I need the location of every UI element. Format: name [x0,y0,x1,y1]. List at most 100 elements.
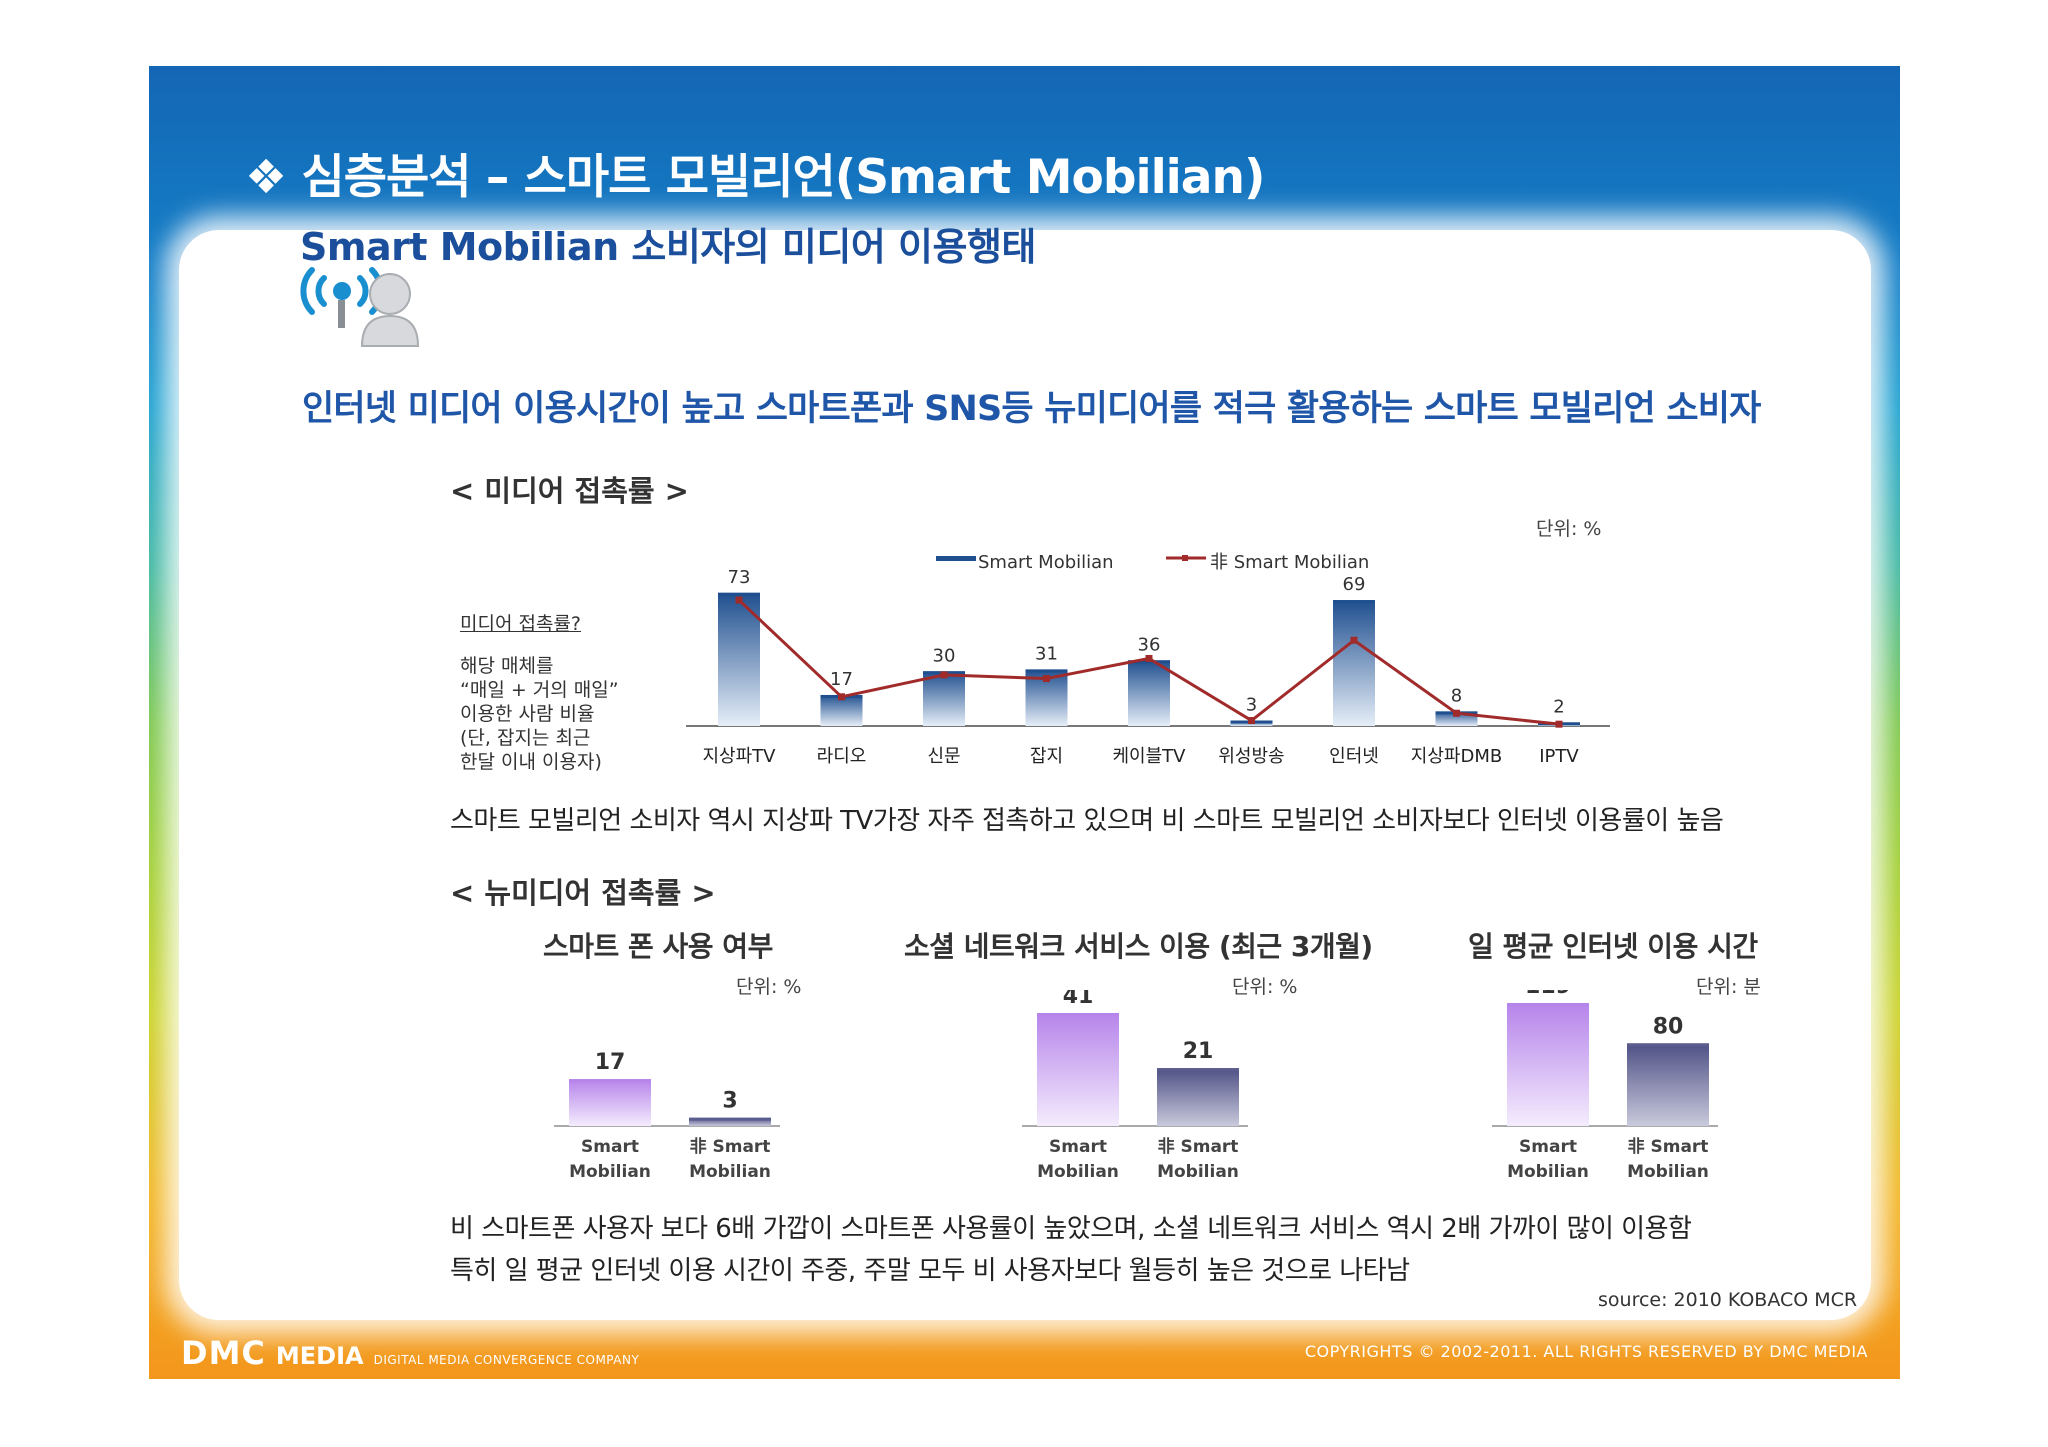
slide-title: ❖ 심층분석 – 스마트 모빌리언(Smart Mobilian) [245,150,1265,205]
definition-box: 미디어 접촉률? 해당 매체를 “매일 + 거의 매일” 이용한 사람 비율 (… [460,612,660,774]
bar-non-smart-mobilian [1627,1043,1709,1126]
bar-value-label: 21 [1183,1039,1214,1064]
bar-value-label: 80 [1653,1014,1684,1039]
category-label: Mobilian [1507,1162,1589,1182]
bar-value-label: 69 [1343,574,1366,595]
section1-unit: 단위: % [1536,518,1602,540]
sns-chart-unit: 단위: % [1232,976,1298,998]
section-subtitle: Smart Mobilian 소비자의 미디어 이용행태 [300,225,1036,269]
line-point [940,671,948,679]
line-point [1043,675,1050,683]
bar-value-label: 8 [1451,685,1462,706]
smart-user-icon [300,267,420,347]
bar-value-label: 2 [1553,696,1564,717]
category-label: 인터넷 [1329,746,1379,767]
line-point [1248,717,1255,725]
section1-note: 스마트 모빌리언 소비자 역시 지상파 TV가장 자주 접촉하고 있으며 비 스… [450,806,1724,836]
definition-line: “매일 + 거의 매일” [460,679,619,701]
section2-title: < 뉴미디어 접촉률 > [450,876,716,910]
bar-value-label: 17 [830,669,853,690]
line-point [1453,709,1460,717]
bar-smart-mobilian [1333,600,1375,726]
category-label: Mobilian [1627,1162,1709,1182]
bar-top-edge [1037,1013,1119,1017]
section2-note-2: 특히 일 평균 인터넷 이용 시간이 주중, 주말 모두 비 사용자보다 월등히… [450,1256,1410,1286]
logo-dmc: DMC [181,1334,266,1372]
bar-non-smart-mobilian [689,1117,771,1126]
section2-note-1: 비 스마트폰 사용자 보다 6배 가깝이 스마트폰 사용률이 높았으며, 소셜 … [450,1214,1692,1244]
headline: 인터넷 미디어 이용시간이 높고 스마트폰과 SNS등 뉴미디어를 적극 활용하… [302,389,1761,429]
category-label: 非 Smart [1628,1136,1709,1157]
definition-line: 해당 매체를 [460,655,554,677]
category-label: Mobilian [689,1162,771,1182]
legend-label-non-smart: 非 Smart Mobilian [1210,552,1369,573]
smartphone-chart-unit: 단위: % [736,976,802,998]
legend-label-smart: Smart Mobilian [978,552,1114,573]
category-label: 非 Smart [690,1136,771,1157]
category-label: 위성방송 [1218,746,1284,767]
bar-value-label: 17 [595,1050,626,1075]
category-label: 잡지 [1030,746,1063,767]
line-point [735,596,743,604]
bar-smart-mobilian [1037,1013,1119,1126]
media-contact-chart: Smart Mobilian 非 Smart Mobilian 73 지상파TV 1… [686,552,1610,767]
bar-smart-mobilian [1128,660,1170,726]
internet-time-chart-unit: 단위: 분 [1696,976,1761,998]
logo-tagline: DIGITAL MEDIA CONVERGENCE COMPANY [373,1353,640,1367]
bar-top-edge [718,592,760,596]
category-label: Smart [1049,1137,1107,1157]
bar-value-label: 119 [1525,990,1571,999]
category-label: 라디오 [817,746,867,767]
bar-value-label: 3 [722,1089,737,1114]
line-point [1350,636,1358,644]
logo-media: MEDIA [275,1342,364,1370]
legend-marker-non-smart [1182,555,1188,561]
smartphone-chart-title: 스마트 폰 사용 여부 [543,930,773,963]
internet-time-chart: 119 Smart Mobilian 80 非 Smart Mobilian [1492,990,1718,1182]
category-label: 지상파DMB [1411,746,1502,767]
bar-top-edge [1025,669,1068,673]
bar-top-edge [689,1117,771,1121]
definition-question: 미디어 접촉률? [460,613,582,635]
category-label: Mobilian [569,1162,651,1182]
bar-top-edge [1157,1068,1239,1072]
legend-swatch-smart [936,556,976,561]
category-label: 케이블TV [1113,746,1187,767]
category-label: Smart [581,1137,639,1157]
bar-smart-mobilian [569,1079,651,1126]
bar-value-label: 36 [1138,634,1161,655]
category-label: Mobilian [1037,1162,1119,1182]
smartphone-usage-chart: 17 Smart Mobilian 3 非 Smart Mobilian [554,1050,780,1182]
bar-value-label: 30 [933,645,956,666]
section1-title: < 미디어 접촉률 > [450,474,689,508]
category-label: Smart [1519,1137,1577,1157]
sns-chart-title: 소셜 네트워크 서비스 이용 (최근 3개월) [904,930,1373,963]
content-panel [179,230,1871,1320]
category-label: Mobilian [1157,1162,1239,1182]
definition-line: 한달 이내 이용자) [460,751,602,773]
bar-value-label: 41 [1063,990,1094,1009]
slide-background: ❖ 심층분석 – 스마트 모빌리언(Smart Mobilian) DMC MED… [149,66,1900,1379]
line-point [838,693,845,701]
category-label: 지상파TV [703,746,777,767]
line-point [1555,720,1563,728]
internet-time-chart-title: 일 평균 인터넷 이용 시간 [1468,930,1758,963]
source-text: source: 2010 KOBACO MCR [1598,1289,1858,1311]
definition-line: (단, 잡지는 최근 [460,727,591,749]
definition-line: 이용한 사람 비율 [460,703,595,725]
category-label: 신문 [927,746,960,767]
bar-smart-mobilian [923,671,965,726]
bar-non-smart-mobilian [1157,1068,1239,1126]
bar-value-label: 31 [1035,643,1058,664]
category-label: IPTV [1539,746,1579,767]
line-point [1145,654,1153,662]
bar-top-edge [1627,1043,1709,1047]
bar-value-label: 3 [1246,695,1257,716]
bar-value-label: 73 [728,567,751,588]
sns-usage-chart: 41 Smart Mobilian 21 非 Smart Mobilian [1022,990,1248,1182]
bar-smart-mobilian [1507,1003,1589,1126]
chart-legend: Smart Mobilian 非 Smart Mobilian [936,552,1369,573]
bar-top-edge [1507,1003,1589,1007]
bar-top-edge [569,1079,651,1083]
copyright-text: COPYRIGHTS © 2002-2011. ALL RIGHTS RESER… [1304,1342,1868,1361]
